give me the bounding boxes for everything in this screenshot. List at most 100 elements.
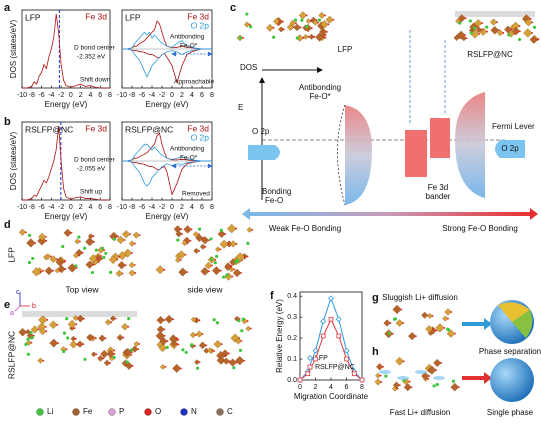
legend-atom — [36, 408, 44, 416]
x-tick-label: 6 — [200, 92, 204, 99]
oxygen-atom — [34, 242, 37, 244]
marker — [313, 356, 318, 362]
oxygen-atom — [283, 28, 285, 31]
polyhedron — [108, 255, 118, 265]
oxygen-atom — [124, 264, 127, 267]
polyhedron — [293, 23, 301, 32]
x-axis-label: Energy (eV) — [146, 100, 189, 109]
oxygen-atom — [179, 259, 182, 261]
oxygen-atom — [398, 384, 401, 386]
x-tick-label: -10 — [17, 92, 27, 99]
lithium-atom — [215, 254, 219, 258]
marker — [344, 356, 349, 362]
oxygen-atom — [227, 243, 230, 246]
x-tick-label: 2 — [180, 204, 184, 211]
x-tick-label: 4 — [190, 204, 194, 211]
oxygen-atom — [127, 325, 130, 328]
oxygen-atom — [408, 380, 411, 383]
annotation: Approachable — [174, 79, 214, 86]
oxygen-atom — [332, 18, 335, 21]
o2p-left — [248, 145, 280, 160]
annotation: LFP — [25, 12, 41, 22]
li-glow — [433, 376, 445, 380]
diagram-label: Bonding — [262, 187, 291, 196]
diagram-label: bander — [426, 192, 451, 201]
li-glow — [415, 370, 427, 374]
oxygen-atom — [235, 242, 238, 245]
oxygen-atom — [464, 17, 467, 20]
polyhedron — [158, 343, 167, 353]
annotation: RSLFP@NC — [125, 124, 173, 134]
oxygen-atom — [24, 231, 27, 234]
x-tick-label: 6 — [200, 204, 204, 211]
oxygen-atom — [496, 21, 498, 24]
lithium-atom — [94, 248, 98, 252]
lithium-atom — [176, 238, 180, 242]
axis-letter: b — [32, 303, 36, 310]
oxygen-atom — [45, 240, 48, 242]
polyhedron — [125, 361, 133, 370]
diagram-label: Antibonding — [299, 83, 341, 92]
polyhedron — [87, 233, 94, 240]
oxygen-atom — [272, 26, 275, 29]
panel-label: a — [4, 2, 11, 14]
arrow-h-head — [484, 372, 492, 384]
series-line — [122, 160, 212, 187]
x-tick-label: 0 — [170, 92, 174, 99]
oxygen-atom — [58, 269, 61, 272]
polyhedron — [442, 315, 449, 322]
polyhedron — [128, 261, 135, 269]
oxygen-atom — [164, 366, 167, 368]
x-tick-label: -8 — [29, 92, 35, 99]
polyhedron — [235, 252, 245, 262]
legend-atom — [180, 408, 188, 416]
polyhedron — [195, 234, 204, 242]
oxygen-atom — [299, 26, 302, 29]
polyhedron — [273, 17, 280, 25]
polyhedron — [232, 268, 242, 278]
oxygen-atom — [322, 36, 325, 39]
oxygen-atom — [208, 270, 210, 273]
oxygen-atom — [172, 318, 175, 321]
polyhedron — [44, 266, 54, 276]
legend-atom — [108, 408, 116, 416]
panel-label: b — [4, 116, 11, 128]
polyhedron — [524, 18, 533, 27]
legend-label: Fe 3d — [85, 123, 107, 133]
oxygen-atom — [113, 353, 116, 355]
oxygen-atom — [130, 351, 133, 354]
polyhedron — [192, 231, 199, 238]
oxygen-atom — [123, 239, 126, 241]
bonding-scale-tail — [242, 208, 250, 220]
oxygen-atom — [97, 260, 100, 263]
x-tick-label: -8 — [29, 204, 35, 211]
legend-label: P — [119, 407, 124, 416]
oxygen-atom — [75, 337, 77, 340]
legend-marker — [307, 364, 313, 370]
polyhedron — [504, 25, 512, 34]
axis-a — [14, 305, 21, 312]
polyhedron — [131, 345, 139, 353]
lithium-atom — [432, 384, 436, 388]
x-tick-label: 4 — [329, 384, 333, 391]
oxygen-atom — [435, 369, 438, 372]
oxygen-atom — [52, 269, 54, 272]
lithium-atom — [236, 259, 240, 263]
oxygen-atom — [224, 354, 227, 357]
lithium-atom — [237, 319, 241, 323]
oxygen-atom — [94, 337, 97, 340]
x-tick-label: -2 — [58, 92, 64, 99]
oxygen-atom — [186, 242, 189, 245]
oxygen-atom — [480, 29, 483, 31]
polyhedron — [246, 226, 253, 233]
polyhedron — [123, 248, 133, 258]
oxygen-atom — [443, 326, 446, 329]
marker — [328, 295, 334, 302]
antibonding-lobe — [345, 105, 372, 205]
bonding-bracket — [337, 104, 346, 206]
marker — [335, 316, 342, 323]
polyhedron — [278, 26, 285, 33]
legend-atom — [144, 408, 152, 416]
lithium-atom — [29, 330, 33, 335]
oxygen-atom — [163, 319, 166, 322]
